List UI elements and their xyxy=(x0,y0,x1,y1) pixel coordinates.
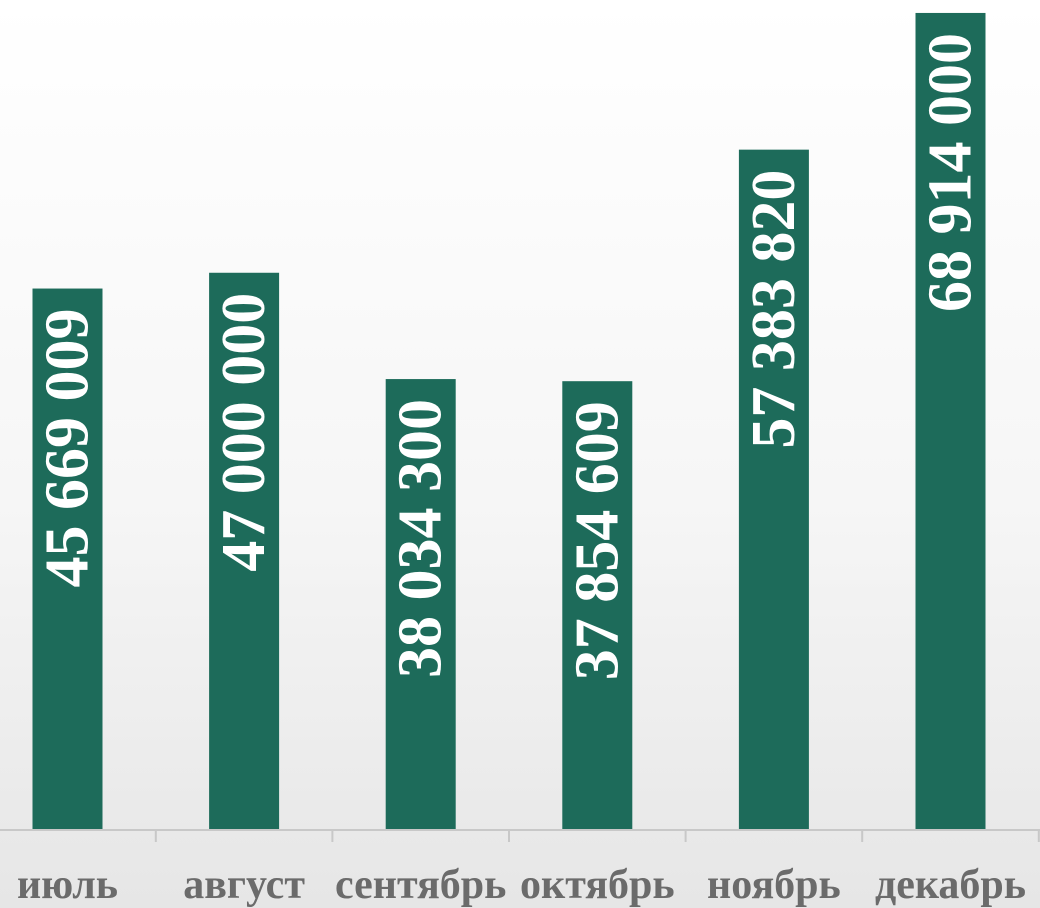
bar-5 xyxy=(738,149,809,830)
category-label-2: август xyxy=(183,862,305,908)
category-label-6: декабрь xyxy=(875,862,1026,908)
data-label-4: 37 854 609 xyxy=(563,401,631,680)
bar-4 xyxy=(562,381,633,830)
bar-2 xyxy=(209,272,280,831)
data-label-5: 57 383 820 xyxy=(740,170,808,449)
data-label-2: 47 000 000 xyxy=(210,293,278,572)
x-axis-ticks xyxy=(154,830,1040,842)
category-label-5: ноябрь xyxy=(707,862,841,908)
category-label-3: сентябрь xyxy=(335,862,506,908)
bars-layer xyxy=(32,12,986,831)
category-label-4: октябрь xyxy=(520,862,675,908)
bar-3 xyxy=(385,379,456,830)
bar-1 xyxy=(32,288,103,830)
data-labels-layer: 45 669 009 47 000 000 38 034 300 37 854 609… xyxy=(34,33,985,680)
data-label-3: 38 034 300 xyxy=(387,399,455,678)
category-label-1: июль xyxy=(17,862,118,908)
category-labels-layer: июль август сентябрь октябрь ноябрь декабрь xyxy=(17,862,1026,908)
bar-6 xyxy=(915,12,986,830)
data-label-6: 68 914 000 xyxy=(917,33,985,312)
data-label-1: 45 669 009 xyxy=(34,309,102,588)
